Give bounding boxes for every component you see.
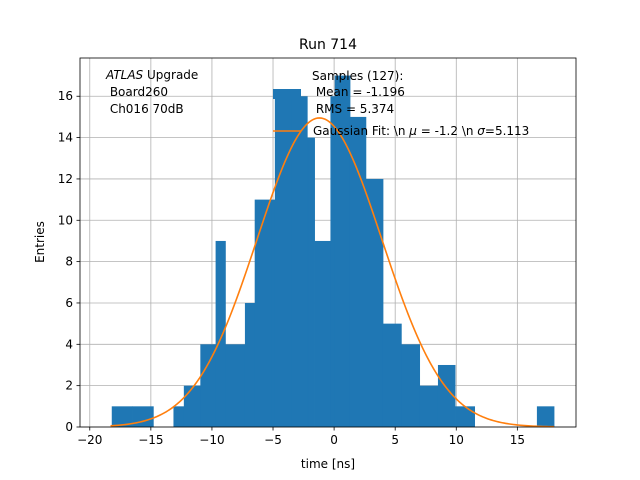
chart-title: Run 714 bbox=[299, 37, 357, 53]
histogram-bar bbox=[349, 116, 367, 428]
histogram-bar bbox=[536, 406, 555, 427]
histogram-bar bbox=[308, 137, 315, 427]
x-tick-label: −10 bbox=[199, 433, 224, 447]
legend-samples-line-2: Mean = -1.196 bbox=[312, 85, 405, 99]
y-axis-ticks: 0 2 4 6 8 10 12 14 16 bbox=[58, 89, 80, 434]
x-tick-label: 15 bbox=[510, 433, 525, 447]
x-tick-label: −5 bbox=[264, 433, 282, 447]
annotation-atlas: ATLAS bbox=[105, 68, 144, 82]
legend-samples-swatch bbox=[273, 89, 301, 99]
histogram-bar bbox=[200, 344, 217, 427]
legend-fit-mid: = -1.2 \n bbox=[417, 124, 477, 138]
histogram-bar bbox=[455, 406, 476, 427]
plot-frame bbox=[79, 57, 577, 428]
histogram-bar bbox=[225, 344, 246, 427]
histogram-bar bbox=[334, 75, 351, 428]
fit-curve-layer bbox=[110, 117, 555, 428]
histogram-bar bbox=[132, 406, 154, 427]
histogram-bar bbox=[244, 302, 256, 427]
y-tick-label: 10 bbox=[58, 213, 73, 227]
annotation-line-1: ATLAS Upgrade bbox=[105, 68, 198, 82]
x-tick-label: 0 bbox=[330, 433, 338, 447]
y-tick-label: 16 bbox=[58, 89, 73, 103]
histogram-bar bbox=[419, 385, 439, 427]
y-tick-label: 0 bbox=[65, 420, 73, 434]
x-axis-ticks: −20 −15 −10 −5 0 5 10 15 bbox=[77, 427, 525, 447]
annotation-upgrade: Upgrade bbox=[143, 68, 198, 82]
histogram-bar bbox=[111, 406, 133, 427]
annotation-board: Board260 bbox=[106, 85, 168, 99]
histogram-bar bbox=[173, 406, 185, 427]
legend-fit-label: Gaussian Fit: \n μ = -1.2 \n σ=5.113 bbox=[313, 124, 529, 138]
histogram-bar bbox=[291, 96, 308, 427]
x-tick-label: −20 bbox=[77, 433, 102, 447]
gaussian-fit-line bbox=[110, 117, 555, 428]
legend-fit-suffix: =5.113 bbox=[485, 124, 529, 138]
y-tick-label: 4 bbox=[65, 337, 73, 351]
y-tick-label: 12 bbox=[58, 172, 73, 186]
atlas-annotation: ATLAS Upgrade Board260 Ch016 70dB bbox=[105, 68, 198, 116]
histogram-bar bbox=[254, 199, 273, 427]
histogram-bar bbox=[183, 385, 201, 427]
legend-samples-line-3: RMS = 5.374 bbox=[312, 102, 394, 116]
legend: Samples (127): Mean = -1.196 RMS = 5.374… bbox=[273, 69, 529, 138]
legend-fit-sigma: σ bbox=[477, 124, 485, 138]
histogram-bar bbox=[437, 364, 456, 427]
y-tick-label: 14 bbox=[58, 131, 73, 145]
x-axis-label: time [ns] bbox=[301, 457, 355, 471]
y-axis-label: Entries bbox=[33, 221, 47, 263]
y-tick-label: 2 bbox=[65, 379, 73, 393]
histogram-bar bbox=[382, 323, 402, 427]
histogram-bar bbox=[330, 96, 336, 427]
histogram-bar bbox=[274, 96, 292, 427]
annotation-channel: Ch016 70dB bbox=[106, 102, 184, 116]
histogram-bar bbox=[307, 137, 309, 427]
histogram-bar bbox=[365, 178, 384, 427]
histogram-bar bbox=[271, 199, 276, 427]
histogram-bar bbox=[215, 240, 226, 427]
x-tick-label: 10 bbox=[449, 433, 464, 447]
legend-samples-line-1: Samples (127): bbox=[312, 69, 403, 83]
y-tick-label: 6 bbox=[65, 296, 73, 310]
legend-fit-prefix: Gaussian Fit: \n bbox=[313, 124, 409, 138]
x-tick-label: −15 bbox=[138, 433, 163, 447]
histogram-bar bbox=[401, 344, 421, 427]
x-tick-label: 5 bbox=[391, 433, 399, 447]
y-tick-label: 8 bbox=[65, 255, 73, 269]
legend-fit-mu: μ bbox=[408, 124, 417, 138]
histogram-bar bbox=[314, 240, 331, 427]
